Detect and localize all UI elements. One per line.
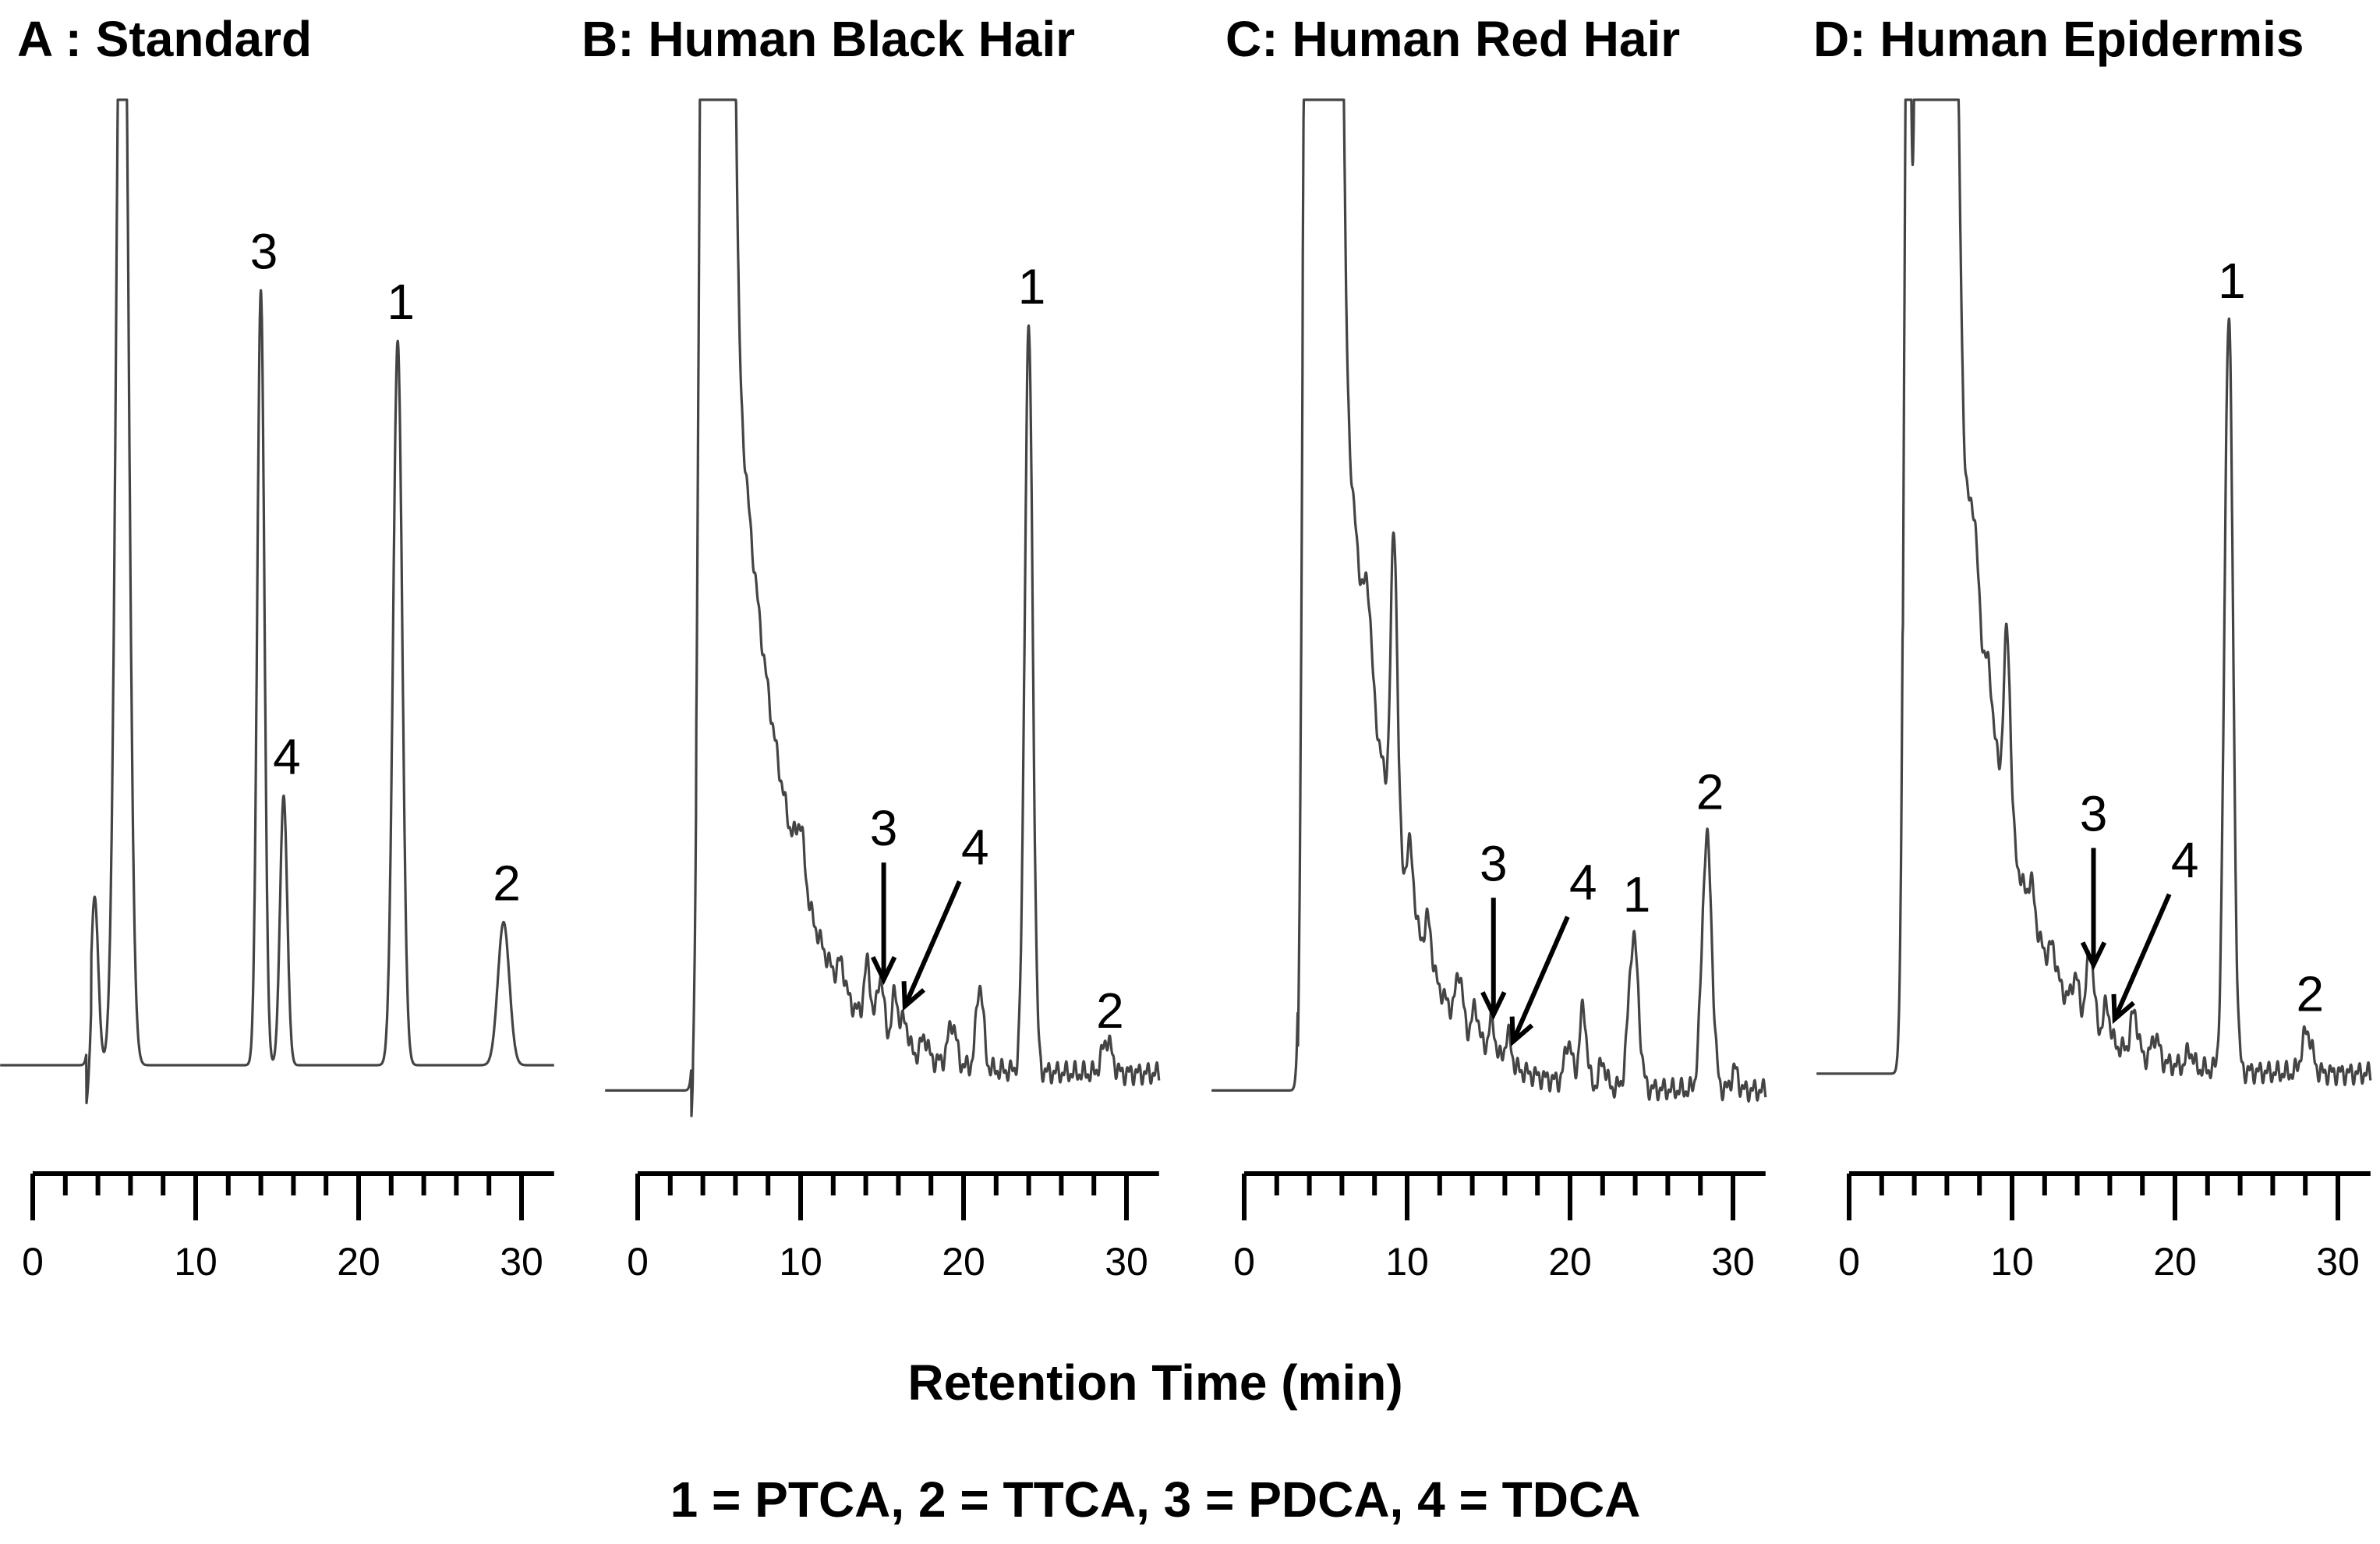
peak-label: 3 bbox=[2080, 785, 2108, 841]
annotation-arrow-head bbox=[2080, 941, 2107, 971]
peak-label: 4 bbox=[2171, 832, 2199, 888]
peak-label: 1 bbox=[2218, 253, 2246, 309]
peak-label: 2 bbox=[2296, 965, 2324, 1022]
annotation-arrow-head bbox=[870, 956, 897, 986]
x-axis-label: Retention Time (min) bbox=[907, 1355, 1402, 1411]
x-tick-label: 30 bbox=[2316, 1240, 2360, 1284]
annotation-arrow-head bbox=[1509, 1016, 1534, 1046]
x-tick-label: 30 bbox=[500, 1240, 543, 1284]
peak-label: 1 bbox=[387, 274, 415, 330]
annotation-arrow-shaft bbox=[2112, 893, 2172, 1021]
x-tick-label: 20 bbox=[2153, 1240, 2197, 1284]
peak-label: 4 bbox=[1569, 855, 1597, 911]
peak-label: 4 bbox=[961, 819, 989, 875]
peak-label: 3 bbox=[250, 223, 278, 279]
x-tick-label: 0 bbox=[1838, 1240, 1860, 1284]
annotation-arrow-head bbox=[901, 981, 926, 1011]
chromatogram-trace bbox=[604, 98, 1161, 1117]
x-tick-label: 0 bbox=[627, 1240, 649, 1284]
chromatogram-trace bbox=[0, 98, 555, 1105]
panel-title: C: Human Red Hair bbox=[1225, 11, 1680, 67]
chromatogram-trace bbox=[1211, 98, 1767, 1103]
peak-label: 3 bbox=[1480, 835, 1508, 891]
x-tick-label: 30 bbox=[1711, 1240, 1755, 1284]
x-tick-label: 20 bbox=[337, 1240, 380, 1284]
peak-label: 4 bbox=[273, 728, 301, 784]
x-tick-label: 0 bbox=[22, 1240, 44, 1284]
panel-title: D: Human Epidermis bbox=[1813, 11, 2304, 67]
x-tick-label: 30 bbox=[1105, 1240, 1148, 1284]
x-tick-label: 10 bbox=[1385, 1240, 1429, 1284]
x-tick-label: 10 bbox=[1990, 1240, 2034, 1284]
chromatogram-panel: C: Human Red Hair 0 10 20 30 12 3 4 bbox=[1211, 11, 1767, 1284]
peak-label: 1 bbox=[1623, 866, 1651, 923]
peak-label: 2 bbox=[1696, 763, 1724, 820]
panel-title: A : Standard bbox=[17, 11, 312, 67]
annotation-arrow-head bbox=[1480, 991, 1507, 1021]
peak-label: 2 bbox=[1096, 983, 1124, 1039]
panel-title: B: Human Black Hair bbox=[582, 11, 1075, 67]
x-tick-label: 10 bbox=[174, 1240, 217, 1284]
x-tick-label: 0 bbox=[1233, 1240, 1255, 1284]
chromatogram-trace bbox=[1816, 98, 2372, 1086]
annotation-arrow-head bbox=[2111, 993, 2135, 1025]
x-tick-label: 10 bbox=[779, 1240, 822, 1284]
annotation-arrow-shaft bbox=[903, 880, 962, 1007]
peak-label: 1 bbox=[1018, 259, 1046, 315]
chromatogram-panel: D: Human Epidermis 0 10 20 30 1 2 3 4 bbox=[1813, 11, 2372, 1284]
annotation-arrow-shaft bbox=[1511, 915, 1570, 1043]
chromatogram-panel: B: Human Black Hair 0 10 20 30 1 2 3 4 bbox=[582, 11, 1161, 1284]
compound-legend-caption: 1 = PTCA, 2 = TTCA, 3 = PDCA, 4 = TDCA bbox=[670, 1471, 1641, 1528]
chromatogram-panel: A : Standard 0 10 20 30 3 4 1 2 bbox=[0, 11, 555, 1284]
x-tick-label: 20 bbox=[942, 1240, 985, 1284]
peak-label: 3 bbox=[870, 800, 898, 856]
peak-label: 2 bbox=[493, 855, 521, 911]
x-tick-label: 20 bbox=[1548, 1240, 1592, 1284]
